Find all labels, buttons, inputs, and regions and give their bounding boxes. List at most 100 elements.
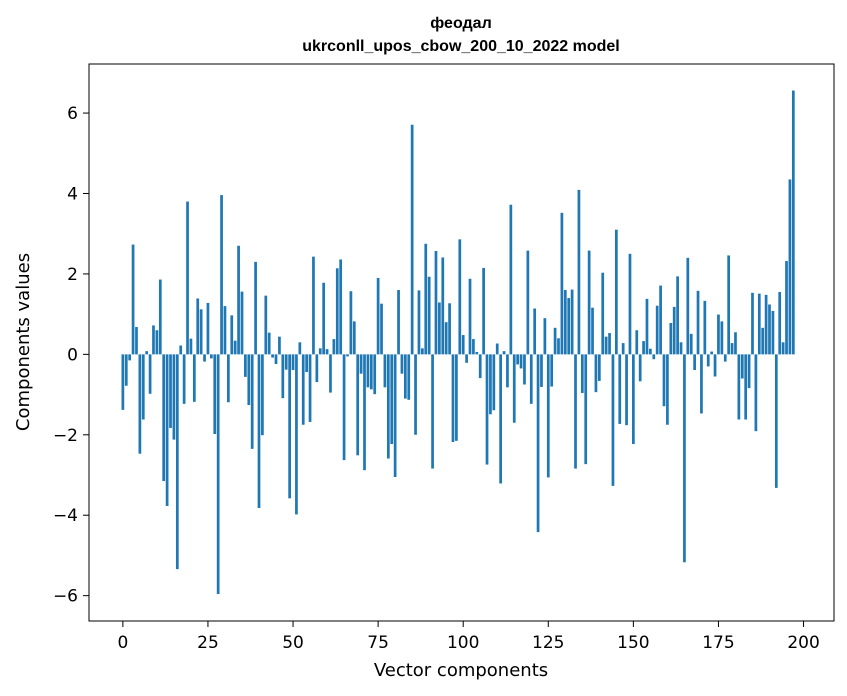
bar [781,342,785,355]
y-tick-label: 2 [67,265,78,285]
bar [441,257,445,355]
bar [642,341,645,355]
bar [751,292,754,355]
bar [261,354,264,436]
bar [485,354,489,465]
bar [403,354,407,399]
bar [189,338,193,355]
bar [597,354,601,381]
bar [383,354,387,388]
bar [421,348,424,355]
bar [540,354,543,387]
bar [489,354,492,415]
bar [594,354,598,393]
bar [703,300,707,355]
bar [332,339,336,355]
x-tick-label: 0 [117,633,128,653]
bar [346,354,349,357]
bar [614,229,618,355]
bar [679,342,683,355]
bar [417,290,421,355]
bar [608,333,611,355]
bar [318,348,322,355]
bar [329,354,332,393]
bar [536,354,540,533]
bar [267,332,271,355]
bar [288,354,291,499]
bar [512,354,516,423]
bar [645,298,649,355]
chart-subtitle: ukrconll_upos_cbow_200_10_2022 model [302,38,619,55]
bar [533,308,537,355]
bar [465,354,468,363]
bar [519,354,523,369]
y-axis: −6 −4 −2 0 2 4 6 [53,104,89,607]
bar [499,354,502,484]
bar [618,354,622,424]
bar [141,354,145,420]
bar [768,304,771,355]
bar [162,354,166,482]
bar [182,354,186,404]
bar [312,256,315,355]
bar [696,290,700,355]
bar [278,336,281,355]
bar [785,261,788,355]
y-tick-label: −4 [53,506,78,526]
bar [621,343,625,355]
bar [730,343,734,355]
bars-group [121,90,795,595]
bar [492,354,496,411]
bar [155,330,159,355]
bar [165,354,169,506]
bar [638,354,642,382]
bar [550,354,554,387]
bar [339,259,343,355]
bar [754,354,758,432]
bar [254,261,257,355]
bar [244,354,247,377]
bar [148,354,152,394]
bar [298,342,302,355]
bar [778,292,782,355]
bar [710,351,714,355]
bar [686,257,690,355]
bar [369,354,373,390]
bar [131,244,135,355]
bar [376,277,380,355]
bar [301,354,305,425]
y-tick-label: −6 [53,587,78,607]
x-tick-label: 75 [367,633,389,653]
bar [427,276,431,355]
bar [580,354,584,393]
bar [727,255,731,355]
bar [356,354,360,456]
y-tick-label: −2 [53,426,78,446]
bar [526,250,530,355]
bar [625,354,628,426]
x-tick-label: 200 [787,633,819,653]
bar [560,212,564,355]
bar [458,239,462,355]
bar [747,354,751,389]
bar [693,354,696,371]
bar [390,354,394,445]
bar [431,354,434,469]
bar [713,354,717,377]
bar [455,354,458,441]
bar [397,290,400,355]
chart-title: феодал [430,15,491,32]
bar [584,354,588,465]
bar [373,354,377,395]
bar [791,90,795,355]
bar [424,243,428,355]
plot-frame [88,63,835,622]
bar [451,354,455,443]
bar [223,306,227,355]
bar [495,343,499,355]
bar [169,354,172,428]
bar [587,250,591,355]
bar [128,354,132,361]
bar [240,291,244,355]
